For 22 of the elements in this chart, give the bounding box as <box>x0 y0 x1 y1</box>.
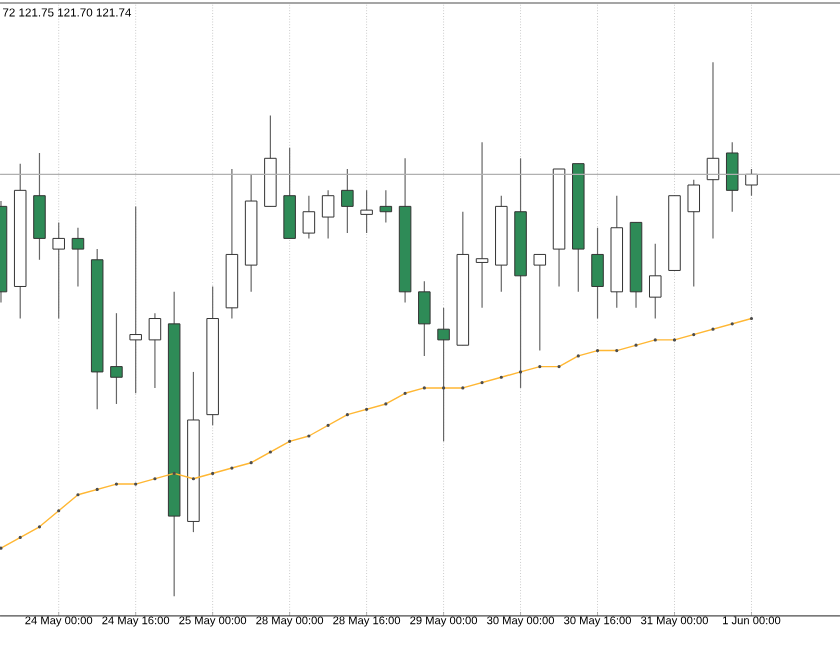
candlestick <box>591 227 604 320</box>
candlestick <box>110 312 123 405</box>
candlestick <box>148 312 162 389</box>
candlestick <box>71 227 85 288</box>
candlestick <box>341 168 354 234</box>
candlestick <box>533 253 547 352</box>
candlestick <box>283 147 296 240</box>
candlestick <box>687 179 701 288</box>
candlestick <box>302 195 316 240</box>
candlestick <box>648 243 662 320</box>
candlestick <box>379 189 393 223</box>
candlestick <box>129 205 142 394</box>
candlestick <box>321 189 335 240</box>
candlestick <box>475 141 489 309</box>
candlestick <box>725 141 739 213</box>
candlestick <box>706 61 720 240</box>
candlestick <box>33 152 46 261</box>
candlestick <box>437 307 450 442</box>
candlestick <box>745 168 758 197</box>
candlestick <box>418 280 431 357</box>
candlestick <box>360 189 373 234</box>
candlestick <box>52 221 65 320</box>
